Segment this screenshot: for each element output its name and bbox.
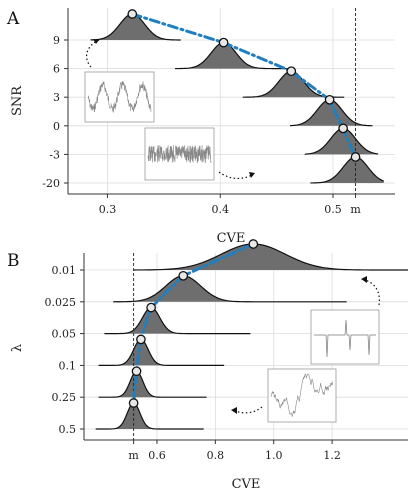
y-tick-label: 9	[53, 34, 60, 47]
x-tick-label: m	[350, 203, 361, 216]
y-tick-label: 0.025	[45, 296, 77, 309]
x-tick-label: 1.0	[265, 449, 283, 462]
peak-point	[338, 123, 348, 134]
panel-a-y-ticks: 9 6 3 0 -3 -20	[42, 34, 68, 190]
spike-arrowhead	[361, 276, 367, 283]
noise-inset	[144, 127, 215, 181]
peak-point	[146, 302, 156, 313]
ridge-fill	[290, 99, 373, 126]
y-tick-label: 0.05	[52, 328, 77, 341]
y-tick-label: 0.1	[59, 359, 77, 372]
y-tick-label: 3	[53, 91, 60, 104]
ridge-outline	[98, 370, 207, 398]
spike-trace	[314, 319, 376, 358]
sinusoid-arrow	[85, 39, 100, 68]
ridge-outline	[95, 402, 204, 430]
panel-a-axes	[67, 8, 395, 195]
irregular-arrowhead	[231, 407, 237, 414]
ridge-fill	[113, 275, 347, 302]
ridge-fill	[310, 157, 384, 183]
x-tick-label: 1.2	[323, 449, 341, 462]
x-tick-label: m	[128, 449, 139, 462]
peak-point	[218, 37, 229, 48]
ridge-fill	[242, 71, 345, 98]
peak-point	[350, 152, 361, 162]
irregular-arrow	[235, 406, 263, 414]
panel-a-x-ticks: 0.3 0.4 0.5 m	[99, 194, 361, 216]
panel-a-points	[127, 9, 361, 162]
panel-b-ridges	[95, 243, 408, 430]
panel-b-x-axis-title: CVE	[232, 477, 261, 492]
y-tick-label: 0.01	[52, 264, 77, 277]
panel-a-x-axis-title: CVE	[217, 231, 246, 246]
ridge-outline	[133, 243, 408, 271]
ridge-outline	[98, 338, 225, 366]
peak-point	[136, 334, 146, 345]
noise-arrow	[218, 171, 253, 179]
ridge-outline	[310, 156, 384, 184]
peak-point	[128, 398, 139, 408]
ridge-fill	[98, 339, 225, 366]
ridge-outline	[113, 275, 347, 303]
noise-trace	[147, 145, 212, 164]
trend-line	[130, 12, 358, 159]
x-tick-label: 0.4	[211, 203, 229, 216]
panel-a-y-axis-title: SNR	[10, 85, 25, 116]
x-tick-label: 0.3	[99, 203, 117, 216]
ridge-outline	[175, 42, 288, 70]
peak-point	[286, 66, 297, 77]
ridge-fill	[104, 307, 251, 334]
y-tick-label: -3	[49, 148, 60, 161]
sinusoid-inset	[84, 71, 155, 123]
panel-a-label: A	[6, 9, 20, 29]
peak-point	[178, 270, 189, 281]
panel-a: A 9 6 3 0 -3 -20 0.3 0.4 0.5 m CVE SNR	[6, 8, 395, 246]
y-tick-label: -20	[42, 177, 60, 190]
panel-b-y-ticks: 0.01 0.025 0.05 0.1 0.25 0.5	[45, 264, 84, 436]
y-tick-label: 0	[53, 120, 60, 133]
x-tick-label: 0.5	[324, 203, 342, 216]
ridge-fill	[90, 14, 181, 40]
panel-b-y-axis-title: λ	[10, 344, 25, 352]
peak-point	[248, 239, 259, 249]
panel-b-x-ticks: m 0.6 0.8 1.0 1.2	[128, 440, 341, 462]
trend-line	[132, 242, 255, 405]
panel-b-points	[128, 239, 259, 408]
ridge-outline	[104, 307, 251, 335]
y-tick-label: 0.25	[52, 391, 77, 404]
panel-b-axes	[83, 253, 408, 441]
ridge-fill	[133, 244, 408, 270]
y-tick-label: 6	[53, 63, 60, 76]
ridge-fill	[98, 371, 207, 398]
sinusoid-trace	[87, 80, 152, 113]
irregular-trace	[270, 373, 334, 417]
panel-b-label: B	[7, 251, 20, 271]
peak-point	[131, 366, 142, 377]
ridge-fill	[95, 403, 204, 429]
spike-arrow	[364, 279, 380, 306]
spike-inset	[310, 309, 380, 365]
panel-a-trend-line	[130, 12, 358, 159]
peak-point	[127, 9, 138, 19]
panel-b-trend-line	[132, 242, 255, 405]
irregular-inset	[267, 368, 337, 423]
sinusoid-arrowhead	[93, 39, 99, 44]
x-tick-label: 0.8	[207, 449, 225, 462]
y-tick-label: 0.5	[59, 423, 77, 436]
noise-arrowhead	[249, 172, 255, 178]
x-tick-label: 0.6	[148, 449, 166, 462]
peak-point	[324, 94, 335, 105]
